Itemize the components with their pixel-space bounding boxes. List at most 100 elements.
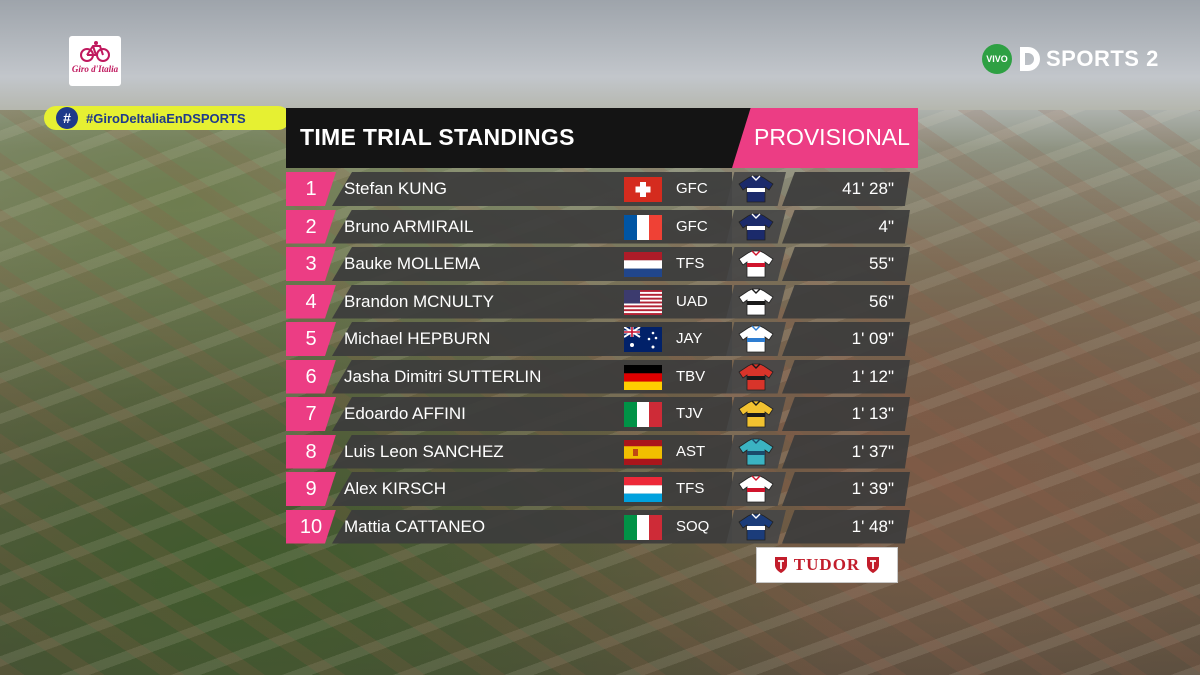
rider-name: Jasha Dimitri SUTTERLIN — [344, 366, 542, 386]
sponsor-name: TUDOR — [793, 555, 861, 574]
time-gap: 1' 39" — [851, 479, 894, 498]
standings-row: 9 Alex KIRSCH TFS 1' 39" — [286, 472, 910, 506]
rank-badge: 7 — [286, 397, 336, 431]
shield-icon — [867, 557, 880, 573]
standings-row: 6 Jasha Dimitri SUTTERLIN TBV 1' 12" — [286, 359, 910, 394]
channel-name: SPORTS 2 — [1046, 46, 1159, 71]
rider-name: Edoardo AFFINI — [344, 404, 466, 423]
time-background — [782, 247, 910, 281]
time-gap: 4" — [878, 216, 895, 236]
team-jersey-icon — [738, 438, 774, 465]
time-background — [782, 472, 910, 506]
team-jersey-icon — [738, 513, 774, 540]
time-gap: 56" — [869, 291, 894, 311]
giro-logo: Giro d'Italia — [69, 36, 121, 86]
team-code: TJV — [676, 405, 703, 422]
rank-number: 5 — [305, 328, 317, 350]
rider-name: Bruno ARMIRAIL — [344, 216, 474, 236]
australia-flag — [624, 327, 662, 352]
team-code: AST — [676, 442, 706, 460]
rank-badge: 9 — [286, 472, 336, 506]
broadcaster-logo: VIVO SPORTS 2 — [982, 43, 1159, 75]
provisional-badge: PROVISIONAL — [732, 108, 918, 168]
row-background — [332, 472, 732, 506]
team-jersey-icon — [738, 213, 774, 240]
row-background — [332, 247, 732, 281]
standings-title: TIME TRIAL STANDINGS — [300, 124, 575, 150]
row-background — [332, 359, 732, 394]
team-code: GFC — [676, 217, 708, 235]
time-gap: 1' 13" — [851, 404, 894, 423]
team-jersey-icon — [738, 475, 774, 503]
rank-number: 10 — [299, 515, 323, 538]
time-gap: 1' 12" — [851, 366, 894, 386]
standings-row: 1 Stefan KUNG GFC 41' 28" — [286, 172, 910, 206]
team-code: TFS — [676, 480, 705, 497]
rider-name: Luis Leon SANCHEZ — [344, 441, 504, 461]
time-background — [782, 284, 910, 319]
rank-badge: 2 — [286, 209, 336, 244]
rank-number: 9 — [305, 478, 317, 500]
provisional-label: PROVISIONAL — [754, 124, 910, 150]
shield-icon — [774, 557, 787, 573]
time-background — [782, 434, 910, 469]
time-gap: 41' 28" — [842, 179, 894, 198]
standings-row: 8 Luis Leon SANCHEZ AST 1' 37" — [286, 434, 910, 469]
hashtag-banner: # #GiroDeItaliaEnDSPORTS — [44, 106, 290, 130]
team-code: UAD — [676, 292, 708, 310]
standings-row: 3 Bauke MOLLEMA TFS 55" — [286, 247, 910, 281]
time-background — [782, 509, 910, 544]
team-code: JAY — [676, 330, 703, 347]
team-jersey-icon — [738, 325, 774, 353]
rank-number: 8 — [305, 440, 317, 463]
team-code: TFS — [676, 255, 705, 272]
time-background — [782, 397, 910, 431]
rank-number: 4 — [305, 290, 317, 313]
event-logo-text: Giro d'Italia — [71, 64, 119, 74]
standings-row: 2 Bruno ARMIRAIL GFC 4" — [286, 209, 910, 244]
rider-name: Bauke MOLLEMA — [344, 254, 481, 273]
row-background — [332, 434, 732, 469]
team-jersey-icon — [738, 363, 774, 390]
rank-badge: 1 — [286, 172, 336, 206]
row-background — [332, 172, 732, 206]
rank-badge: 6 — [286, 359, 336, 394]
rank-badge: 8 — [286, 434, 336, 469]
rider-name: Stefan KUNG — [344, 179, 447, 198]
time-background — [782, 209, 910, 244]
sponsor-badge: TUDOR — [756, 547, 898, 583]
time-gap: 1' 48" — [851, 516, 894, 536]
team-code: TBV — [676, 367, 706, 385]
netherlands-flag — [624, 252, 662, 277]
team-code: GFC — [676, 180, 708, 197]
usa-flag — [624, 289, 662, 315]
rider-name: Brandon MCNULTY — [344, 291, 494, 311]
germany-flag — [624, 364, 662, 390]
time-gap: 1' 37" — [851, 441, 894, 461]
team-jersey-icon — [738, 250, 774, 278]
rank-badge: 4 — [286, 284, 336, 319]
hashtag-text: #GiroDeItaliaEnDSPORTS — [86, 110, 246, 126]
title-background — [286, 108, 756, 168]
italy-flag — [624, 402, 662, 427]
time-background — [782, 172, 910, 206]
row-background — [332, 322, 732, 356]
rider-name: Alex KIRSCH — [344, 479, 447, 498]
standings-row: 10 Mattia CATTANEO SOQ 1' 48" — [286, 509, 910, 544]
spain-flag — [624, 439, 662, 465]
luxembourg-flag — [624, 477, 662, 502]
row-background — [332, 509, 732, 544]
hash-icon: # — [56, 107, 78, 129]
standings-header: TIME TRIAL STANDINGS PROVISIONAL — [286, 108, 918, 168]
france-flag — [624, 214, 662, 240]
live-badge: VIVO — [982, 44, 1012, 74]
rank-badge: 5 — [286, 322, 336, 356]
switzerland-flag — [624, 177, 662, 202]
team-jersey-icon — [738, 400, 774, 428]
rider-name: Michael HEPBURN — [344, 329, 491, 348]
italy-flag — [624, 514, 662, 540]
time-background — [782, 359, 910, 394]
rank-number: 2 — [305, 215, 317, 238]
time-background — [782, 322, 910, 356]
row-background — [332, 209, 732, 244]
